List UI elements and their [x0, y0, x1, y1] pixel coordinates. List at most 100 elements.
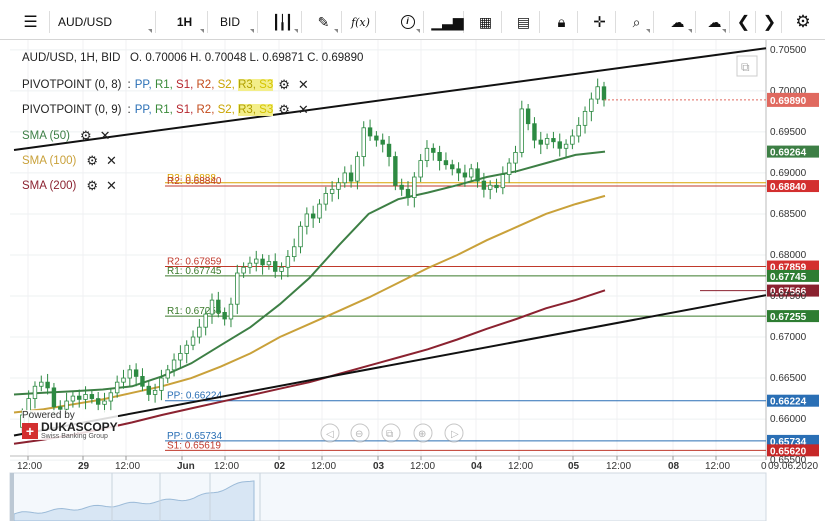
load-button[interactable]: ☁	[700, 11, 730, 33]
candle-body	[159, 377, 164, 391]
info-icon: i	[400, 15, 415, 29]
candle-body	[329, 188, 335, 194]
scroll-right-button[interactable]: ❯	[758, 11, 782, 33]
close-icon[interactable]: ✕	[297, 102, 309, 117]
candle-body	[513, 152, 518, 164]
expand-button[interactable]: ⧉	[736, 55, 758, 77]
settings-button[interactable]: ⚙	[790, 11, 816, 33]
zoom-out-icon: ⊖	[355, 429, 363, 440]
candle-body	[469, 168, 474, 178]
pencil-icon: ✎	[317, 13, 330, 30]
candle-body	[563, 143, 569, 149]
price-axis[interactable]: 0.70500 0.70000 0.69500 0.69000 0.68500 0.680…	[770, 45, 807, 466]
sma50-legend[interactable]: SMA (50) ⚙ ✕	[22, 128, 111, 144]
period-select[interactable]: 1H	[162, 11, 208, 33]
upper-trend-line[interactable]	[13, 47, 767, 151]
candle-body	[165, 369, 170, 379]
pivot-level-item: S3	[259, 104, 274, 116]
pivot-level-item: R1,	[154, 104, 177, 116]
sma100-legend[interactable]: SMA (100) ⚙ ✕	[22, 153, 117, 169]
gear-icon[interactable]: ⚙	[278, 102, 290, 117]
chevron-left-icon: ❮	[736, 14, 751, 31]
forward-button[interactable]	[444, 423, 464, 443]
price-tag-text: 0.67566	[770, 287, 807, 298]
close-icon[interactable]: ✕	[297, 77, 309, 92]
side-label: BID	[220, 15, 241, 29]
instrument-select[interactable]: AUD/USD	[52, 11, 156, 33]
calendar-icon: ▦	[478, 13, 493, 30]
time-axis[interactable]: 12:00 29 12:00 Jun 12:00 02 12:00 03 12:00 04 12:0…	[17, 456, 818, 472]
lower-trend-line[interactable]	[13, 294, 767, 437]
candles	[20, 78, 607, 434]
lock-button[interactable]: 🔒︎	[546, 11, 578, 33]
candle-body	[532, 123, 537, 141]
x-tick-label: 0	[761, 461, 767, 472]
zoom-button[interactable]: ⌕	[620, 11, 654, 33]
side-select[interactable]: BID	[214, 11, 258, 33]
rewind-button[interactable]	[320, 423, 340, 443]
report-button[interactable]: ▤	[508, 11, 540, 33]
volume-button[interactable]: ▁▃▆	[431, 11, 464, 33]
price-tag-box	[767, 310, 819, 323]
close-icon[interactable]: ✕	[105, 178, 117, 193]
candle-body	[102, 400, 107, 405]
sma100-label: SMA (100)	[22, 155, 77, 167]
candle-body	[487, 184, 493, 190]
pivot-legend-2[interactable]: PIVOTPOINT (0, 9) : PP, R1, S1, R2, S2, …	[22, 102, 309, 118]
candle-body	[58, 406, 63, 410]
navigator[interactable]	[9, 472, 767, 521]
candle-body	[475, 168, 480, 182]
pivot-level-item: S1,	[176, 104, 197, 116]
candle-body	[273, 261, 278, 272]
gear-icon[interactable]: ⚙	[79, 128, 92, 143]
scroll-left-button[interactable]: ❮	[732, 11, 756, 33]
zoom-out-button[interactable]	[350, 423, 370, 443]
pivot-legend-1[interactable]: PIVOTPOINT (0, 8) : PP, R1, S1, R2, S2, …	[22, 77, 309, 93]
zoom-in-button[interactable]	[413, 423, 433, 443]
crosshair-button[interactable]: ✛	[584, 11, 616, 33]
candle-body	[323, 193, 329, 205]
close-icon[interactable]: ✕	[105, 153, 117, 168]
pivot-level-item: R2,	[196, 104, 218, 116]
calendar-button[interactable]: ▦	[470, 11, 502, 33]
candle-body	[279, 266, 284, 272]
candle-body	[557, 141, 562, 149]
x-tick-label: 29	[78, 461, 90, 472]
candle-body	[443, 160, 449, 166]
gear-icon[interactable]: ⚙	[86, 153, 98, 168]
save-button[interactable]: ☁	[660, 11, 696, 33]
candle-body	[494, 184, 499, 189]
candle-body	[216, 299, 221, 313]
indicators-button[interactable]: f(x)	[346, 11, 376, 33]
candle-body	[601, 86, 607, 101]
current-price-box	[767, 92, 819, 107]
pivot-label: S1: 0.65619	[167, 440, 221, 451]
candle-body	[152, 389, 158, 395]
info-button[interactable]: i	[392, 11, 424, 33]
x-tick-label: 12:00	[705, 461, 730, 472]
pivot-separator: :	[127, 79, 131, 91]
draw-button[interactable]: ✎	[306, 11, 342, 33]
candles-icon: ┃╽┃	[271, 13, 293, 30]
sma200-legend[interactable]: SMA (200) ⚙ ✕	[22, 178, 117, 194]
candle-body	[298, 225, 303, 248]
candle-body	[544, 138, 550, 145]
close-icon[interactable]: ✕	[99, 128, 111, 143]
pivot-separator: :	[127, 104, 131, 116]
pivot-name: PIVOTPOINT (0, 8)	[22, 79, 122, 91]
forward-icon: ▷	[451, 429, 459, 440]
menu-button[interactable]: ☰	[12, 11, 50, 33]
candle-body	[304, 213, 310, 227]
navigator-handle[interactable]	[10, 473, 14, 521]
fit-button[interactable]	[381, 423, 401, 443]
trend-lines[interactable]	[13, 47, 767, 437]
gear-icon[interactable]: ⚙	[86, 178, 98, 193]
candle-body	[121, 377, 126, 383]
gear-icon[interactable]: ⚙	[278, 77, 290, 92]
pivot-level-item: S1,	[176, 79, 197, 91]
candle-body	[317, 203, 322, 219]
chart-type-button[interactable]: ┃╽┃	[262, 11, 302, 33]
expand-icon: ⧉	[741, 60, 750, 74]
pivot-label: R3: 0.6888	[167, 173, 216, 184]
